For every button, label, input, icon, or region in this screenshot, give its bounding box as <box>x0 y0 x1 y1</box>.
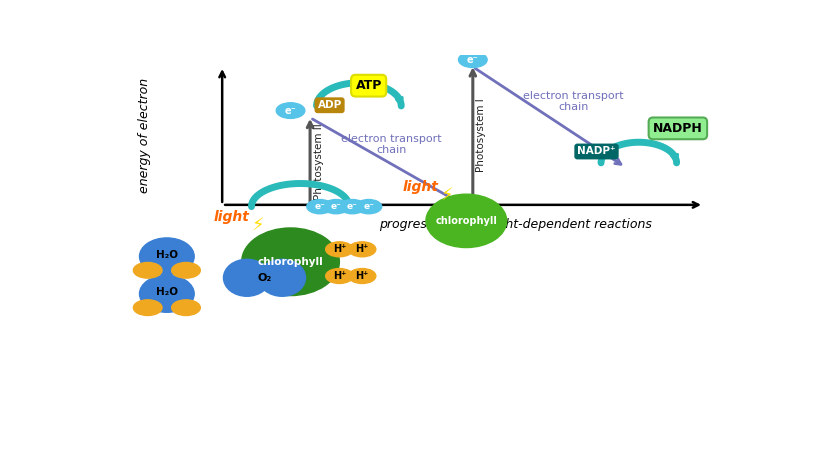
Text: H⁺: H⁺ <box>355 271 369 281</box>
Text: electron transport
chain: electron transport chain <box>523 91 624 112</box>
Text: e⁻: e⁻ <box>314 202 325 211</box>
Circle shape <box>276 103 305 118</box>
Ellipse shape <box>426 194 507 248</box>
Text: chlorophyll: chlorophyll <box>435 216 497 226</box>
Text: O₂: O₂ <box>257 273 271 283</box>
Text: e⁻: e⁻ <box>467 55 479 65</box>
Text: light: light <box>403 180 438 194</box>
Text: e⁻: e⁻ <box>331 202 342 211</box>
Text: progress through light-dependent reactions: progress through light-dependent reactio… <box>379 218 652 231</box>
Text: e⁻: e⁻ <box>363 202 374 211</box>
Text: H⁺: H⁺ <box>333 244 346 254</box>
Text: Photosystem II: Photosystem II <box>313 123 323 200</box>
Text: ADP: ADP <box>318 100 342 110</box>
Circle shape <box>134 300 162 316</box>
Text: energy of electron: energy of electron <box>138 78 150 193</box>
Text: H₂O: H₂O <box>156 249 178 260</box>
Ellipse shape <box>242 228 339 296</box>
Circle shape <box>349 268 375 284</box>
Text: ⚡: ⚡ <box>252 217 265 235</box>
Ellipse shape <box>139 275 194 312</box>
Text: NADP⁺: NADP⁺ <box>577 146 616 157</box>
Text: H⁺: H⁺ <box>355 244 369 254</box>
Ellipse shape <box>139 238 194 275</box>
Text: light: light <box>214 210 249 225</box>
Circle shape <box>171 262 200 278</box>
Circle shape <box>171 300 200 316</box>
Text: ATP: ATP <box>355 79 382 92</box>
Circle shape <box>326 242 353 257</box>
Ellipse shape <box>259 259 306 296</box>
Circle shape <box>339 200 365 214</box>
Circle shape <box>349 242 375 257</box>
Text: H₂O: H₂O <box>156 287 178 297</box>
Circle shape <box>459 52 487 67</box>
Circle shape <box>323 200 349 214</box>
Circle shape <box>134 262 162 278</box>
Text: Photosystem I: Photosystem I <box>476 98 486 172</box>
Text: ⚡: ⚡ <box>440 187 453 205</box>
Ellipse shape <box>223 259 270 296</box>
Text: H⁺: H⁺ <box>333 271 346 281</box>
Text: NADPH: NADPH <box>653 122 703 135</box>
Circle shape <box>326 268 353 284</box>
Text: e⁻: e⁻ <box>347 202 358 211</box>
Text: electron transport
chain: electron transport chain <box>341 134 442 155</box>
Circle shape <box>355 200 381 214</box>
Text: e⁻: e⁻ <box>285 106 297 116</box>
Circle shape <box>307 200 333 214</box>
Text: chlorophyll: chlorophyll <box>258 257 323 267</box>
